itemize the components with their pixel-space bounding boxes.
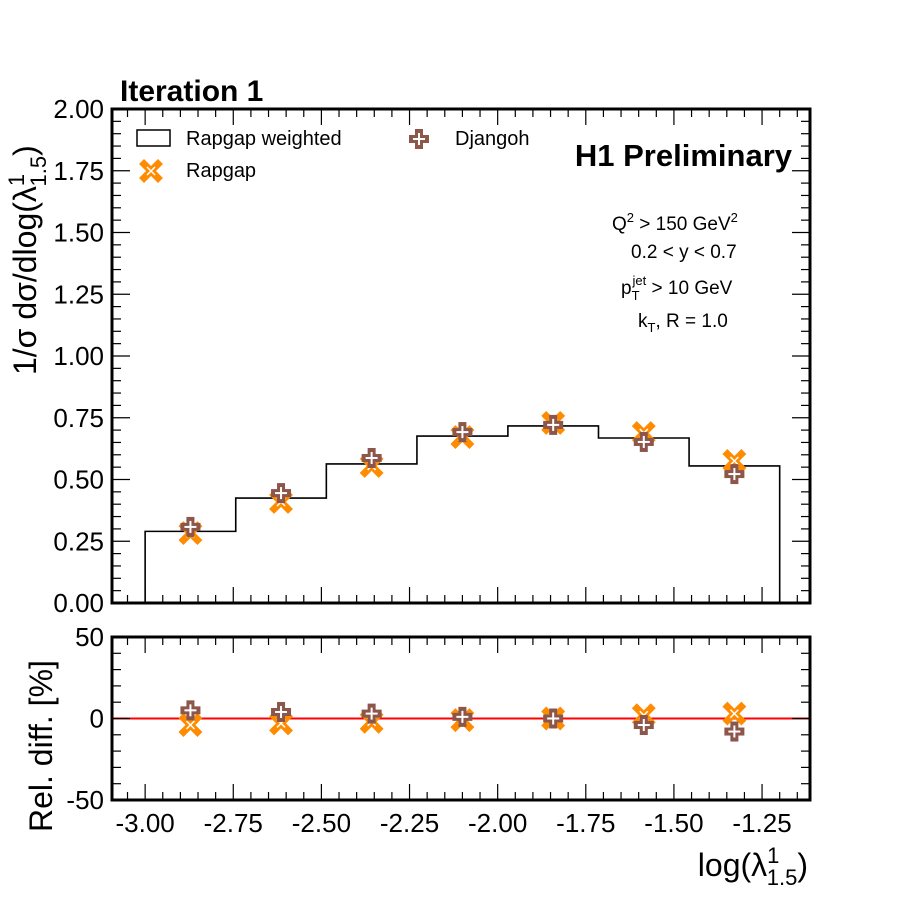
x-tick-label: -1.75: [556, 808, 615, 838]
legend-item-rapgap-weighted: Rapgap weighted: [136, 128, 342, 150]
data-point-djangoh: [361, 448, 382, 469]
ratio-point-djangoh: [543, 708, 564, 729]
legend-item-djangoh: Djangoh: [409, 128, 530, 150]
legend-marker-x-icon: [139, 159, 163, 183]
y-tick-label: 1.00: [53, 341, 104, 371]
x-tick-label: -2.25: [380, 808, 439, 838]
y-tick-label: 1.75: [53, 156, 104, 186]
x-tick-label: -2.50: [292, 808, 351, 838]
marker-inner: [146, 166, 156, 176]
ratio-y-tick-label: -50: [66, 785, 104, 815]
x-tick-label: -3.00: [116, 808, 175, 838]
data-point-djangoh: [724, 464, 745, 485]
main-plot-frame: [110, 107, 812, 605]
main-panel: 0.00 0.25 0.50 0.75 1.00 1.25 1.50 1.75 2.00: [53, 94, 812, 618]
ratio-y-tick-labels: -50 0 50: [66, 622, 104, 815]
ratio-y-axis-label: Rel. diff. [%]: [23, 660, 59, 832]
y-tick-label: 0.75: [53, 403, 104, 433]
legend-label-djangoh: Djangoh: [455, 128, 530, 150]
legend-marker-rapgap: [139, 159, 163, 183]
ratio-markers-djangoh: [180, 700, 745, 742]
y-tick-label: 1.25: [53, 279, 104, 309]
histogram-bin: [417, 436, 508, 603]
y-tick-label: 0.25: [53, 526, 104, 556]
cut-pt-jet: pTjet > 10 GeV: [621, 273, 733, 303]
y-tick-label: 0.00: [53, 588, 104, 618]
x-tick-label: -2.75: [204, 808, 263, 838]
histogram-bin: [689, 466, 780, 603]
data-point-djangoh: [633, 431, 654, 452]
legend-marker-djangoh: [409, 129, 429, 149]
ratio-point-djangoh: [724, 721, 745, 742]
cut-q2: Q2 > 150 GeV2: [612, 210, 738, 235]
marker-inner: [185, 720, 195, 730]
ratio-point-rapgap: [178, 713, 203, 737]
cut-kt-r: kT, R = 1.0: [638, 311, 728, 335]
ratio-y-tick-label: 50: [75, 622, 104, 652]
markers-djangoh: [180, 414, 745, 537]
cut-y: 0.2 < y < 0.7: [631, 242, 737, 263]
histogram-rapgap-weighted: [144, 425, 781, 603]
histogram-bin: [236, 498, 327, 603]
y-tick-label: 2.00: [53, 94, 104, 124]
y-tick-label: 1.50: [53, 218, 104, 248]
histogram-bin: [145, 531, 236, 603]
ratio-point-djangoh: [180, 700, 201, 721]
ratio-point-djangoh: [633, 715, 654, 736]
ratio-point-rapgap: [722, 701, 747, 726]
y-tick-label: 0.50: [53, 465, 104, 495]
histogram-bin: [598, 438, 689, 603]
legend-swatch-histogram: [136, 129, 171, 147]
x-tick-label: -1.50: [644, 808, 703, 838]
main-y-tick-labels: 0.00 0.25 0.50 0.75 1.00 1.25 1.50 1.75 2.00: [53, 94, 104, 618]
data-point-djangoh: [271, 483, 292, 504]
ratio-y-tick-label: 0: [90, 704, 104, 734]
histogram-bin: [326, 464, 417, 603]
data-point-djangoh: [543, 414, 564, 435]
experiment-label: H1 Preliminary: [575, 138, 793, 173]
x-tick-label: -2.00: [468, 808, 527, 838]
legend-marker-plus-icon: [409, 129, 429, 149]
data-point-djangoh: [180, 516, 201, 537]
ratio-point-djangoh: [271, 701, 292, 722]
legend-item-rapgap: Rapgap: [139, 159, 256, 183]
ratio-point-djangoh: [452, 706, 473, 727]
legend-label-rapgap-weighted: Rapgap weighted: [186, 128, 342, 150]
ratio-panel: -50 0 50 -3.00 -2.75 -2.50 -2.25 -2.00 -1.75 -1.…: [66, 622, 812, 838]
x-tick-labels: -3.00 -2.75 -2.50 -2.25 -2.00 -1.75 -1.50 -1.25: [116, 808, 792, 838]
ratio-point-djangoh: [361, 703, 382, 724]
main-y-axis-label: 1/σ dσ/dlog(λ11.5): [4, 145, 51, 375]
chart-title: Iteration 1: [120, 75, 263, 108]
ratio-plot-frame: [110, 635, 812, 802]
legend: Rapgap weighted Rapgap Djangoh: [136, 128, 530, 183]
selection-cuts: Q2 > 150 GeV2 0.2 < y < 0.7 pTjet > 10 G…: [612, 210, 738, 335]
x-tick-label: -1.25: [732, 808, 791, 838]
marker-inner: [729, 709, 739, 719]
marker-inner: [729, 456, 739, 466]
x-axis-label: log(λ1 1.5): [698, 843, 808, 890]
data-point-rapgap: [722, 449, 747, 473]
histogram-bin: [508, 426, 599, 603]
data-point-djangoh: [452, 422, 473, 443]
legend-label-rapgap: Rapgap: [186, 160, 256, 182]
